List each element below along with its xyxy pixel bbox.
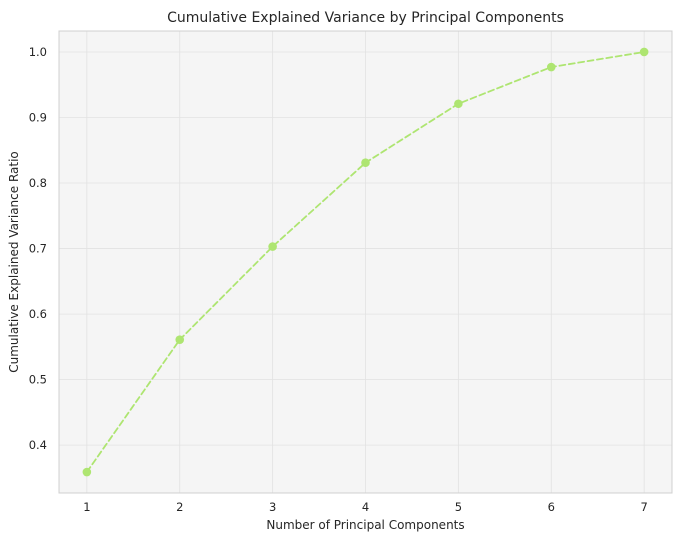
data-point — [546, 62, 556, 72]
x-tick-label: 7 — [640, 500, 647, 514]
x-tick-label: 6 — [548, 500, 555, 514]
x-axis-label: Number of Principal Components — [266, 518, 464, 532]
y-tick-label: 0.7 — [29, 242, 47, 256]
x-tick-label: 5 — [455, 500, 462, 514]
data-point — [361, 158, 370, 168]
data-point — [268, 242, 277, 251]
x-tick-label: 2 — [176, 500, 183, 514]
x-tick-label: 4 — [362, 500, 369, 514]
series-layer — [82, 47, 649, 477]
data-point — [175, 335, 185, 344]
data-point — [82, 467, 92, 477]
tick-labels: 1 2 3 4 5 6 7 0.4 0.5 0.6 0.7 0.8 0.9 1.0 — [29, 45, 648, 514]
y-axis-label: Cumulative Explained Variance Ratio — [7, 151, 21, 373]
y-tick-label: 0.4 — [29, 438, 47, 452]
plot-frame — [58, 30, 673, 494]
y-tick-label: 0.8 — [29, 176, 47, 190]
y-tick-label: 0.9 — [29, 111, 47, 125]
y-tick-label: 0.6 — [29, 307, 47, 321]
chart-title: Cumulative Explained Variance by Princip… — [167, 10, 564, 26]
x-tick-label: 3 — [269, 500, 276, 514]
y-tick-label: 0.5 — [29, 373, 47, 387]
data-point — [639, 47, 649, 57]
data-point — [454, 99, 463, 109]
gridlines — [59, 31, 672, 493]
x-tick-label: 1 — [83, 500, 90, 514]
y-tick-label: 1.0 — [29, 45, 47, 59]
